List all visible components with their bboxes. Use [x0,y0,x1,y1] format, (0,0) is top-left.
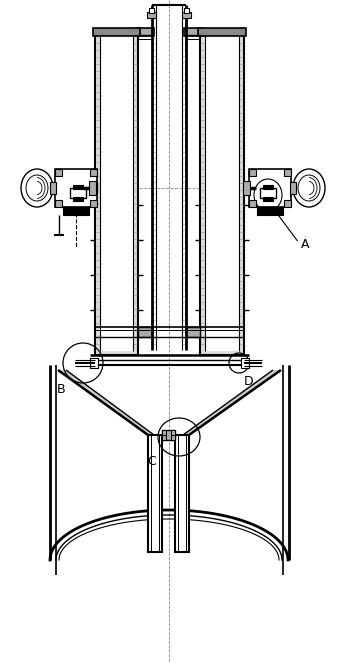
Bar [198,28,246,36]
Bar [243,181,250,195]
Bar [184,8,189,13]
Bar [73,185,83,189]
Bar [182,12,191,18]
Text: B: B [57,383,66,396]
Bar [149,8,154,13]
Bar [263,185,273,189]
Bar [138,327,152,337]
Bar [73,197,83,201]
Bar [200,30,244,355]
Bar [284,169,291,176]
Bar [50,182,56,194]
Polygon shape [58,370,154,435]
Bar [162,430,166,435]
Bar [89,181,96,195]
Ellipse shape [21,169,53,207]
Bar [175,435,189,552]
Bar [284,200,291,207]
Polygon shape [183,370,281,435]
Bar [260,188,276,198]
Bar [257,207,283,215]
Bar [249,169,256,176]
Bar [90,358,98,368]
Bar [136,28,154,36]
Bar [186,327,200,337]
Bar [171,430,175,435]
Bar [263,197,273,201]
Text: D: D [244,375,254,388]
Bar [90,169,97,176]
Bar [55,169,62,176]
Bar [241,358,249,368]
Bar [184,28,202,36]
Bar [93,28,140,36]
Ellipse shape [26,175,48,201]
Bar [90,200,97,207]
Bar [147,12,156,18]
Bar [205,34,239,351]
Bar [162,430,175,440]
Ellipse shape [293,169,325,207]
Text: C: C [147,455,156,468]
Bar [95,30,138,355]
Bar [63,207,89,215]
Bar [244,183,249,193]
Ellipse shape [298,175,320,201]
Bar [290,182,296,194]
Bar [249,169,291,207]
Bar [148,435,162,552]
Bar [95,183,97,193]
Text: A: A [301,238,310,251]
Bar [55,200,62,207]
Bar [100,34,133,351]
Bar [162,435,166,440]
Bar [55,169,97,207]
Bar [249,200,256,207]
Bar [171,435,175,440]
Bar [70,188,86,198]
